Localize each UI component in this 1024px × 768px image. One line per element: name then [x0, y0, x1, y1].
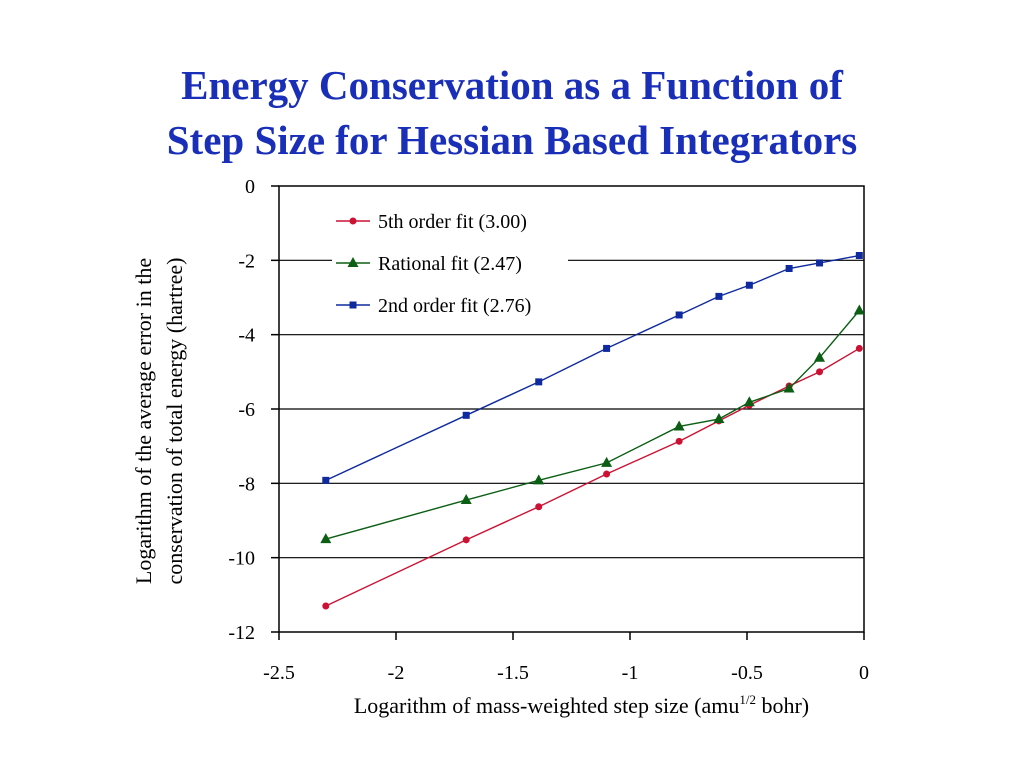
y-tick-label: -4 [238, 325, 255, 347]
x-tick-label: -2.5 [263, 662, 295, 684]
y-tick-label: 0 [245, 176, 255, 198]
legend-marker [347, 257, 359, 267]
x-tick-label: -1.5 [497, 662, 529, 684]
data-point [603, 470, 611, 478]
y-tick-label: -2 [238, 250, 255, 272]
y-tick-label: -6 [238, 399, 255, 421]
data-point [601, 456, 613, 467]
data-point [713, 413, 725, 424]
data-point [743, 396, 755, 407]
data-point [816, 259, 824, 267]
legend-marker [349, 217, 357, 225]
data-point [603, 344, 611, 352]
x-axis-label-main: Logarithm of mass-weighted step size (am… [354, 693, 740, 718]
data-point [462, 411, 470, 419]
legend-label: Rational fit (2.47) [378, 253, 522, 275]
data-point [462, 536, 470, 544]
legend-label: 2nd order fit (2.76) [378, 295, 531, 317]
chart-title-line1: Energy Conservation as a Function of [181, 62, 843, 108]
x-tick-label: -0.5 [731, 662, 763, 684]
x-tick-label: 0 [859, 662, 869, 684]
data-point [535, 503, 543, 511]
data-point [855, 252, 863, 260]
data-point [785, 265, 793, 273]
y-axis-label: Logarithm of the average error in the co… [131, 257, 187, 584]
series-circle [322, 344, 863, 610]
chart-title: Energy Conservation as a Function of Ste… [0, 58, 1024, 168]
series-line [325, 310, 860, 540]
data-point [745, 281, 753, 289]
data-point [675, 437, 683, 445]
legend-item-bg [332, 288, 568, 322]
y-axis-label-line1: Logarithm of the average error in the [131, 258, 156, 584]
y-tick-label: -12 [228, 622, 255, 644]
data-point [322, 476, 330, 484]
legend: 5th order fit (3.00) Rational fit (2.47) 2… [332, 204, 568, 322]
y-axis-label-line2: conservation of total energy (hartree) [162, 257, 187, 584]
data-point [322, 602, 330, 610]
series-triangle [320, 304, 865, 544]
data-point [533, 474, 545, 485]
data-point [715, 292, 723, 300]
series-line [325, 347, 860, 607]
x-axis-label-tail: bohr) [756, 693, 809, 718]
data-point [816, 368, 824, 376]
data-point [853, 304, 865, 315]
x-axis-label: Logarithm of mass-weighted step size (am… [354, 692, 809, 718]
data-point [783, 382, 795, 393]
y-tick-label: -10 [228, 548, 255, 570]
data-point [535, 378, 543, 386]
x-tick-label: -1 [622, 662, 639, 684]
x-tick-label: -2 [388, 662, 405, 684]
data-point [855, 344, 863, 352]
y-tick-label: -8 [238, 473, 255, 495]
legend-marker [349, 301, 357, 309]
chart-title-line2: Step Size for Hessian Based Integrators [166, 117, 858, 163]
x-axis-label-sup: 1/2 [739, 692, 756, 707]
series-square [322, 252, 863, 484]
series-layer [320, 252, 865, 610]
data-point [814, 351, 826, 362]
axes: 0 -2 -4 -6 -8 -10 -12 -2.5 -2 -1.5 -1 -0.5 0 [228, 176, 869, 684]
data-point [320, 533, 332, 544]
series-line [325, 254, 860, 481]
legend-item-bg [332, 204, 568, 238]
data-point [673, 420, 685, 431]
data-point [460, 494, 472, 505]
legend-label: 5th order fit (3.00) [378, 211, 527, 233]
data-point [675, 311, 683, 319]
legend-item-bg [332, 246, 568, 280]
